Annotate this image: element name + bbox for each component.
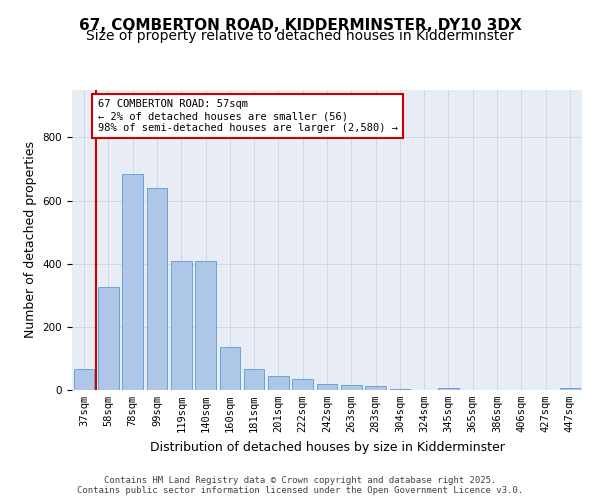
Text: Contains HM Land Registry data © Crown copyright and database right 2025.
Contai: Contains HM Land Registry data © Crown c… [77, 476, 523, 495]
Bar [268, 376, 289, 390]
Bar [317, 384, 337, 390]
Bar [365, 386, 386, 390]
Bar [341, 386, 362, 390]
Bar [171, 260, 191, 390]
Bar [220, 348, 240, 390]
Bar [438, 388, 459, 390]
Bar [195, 260, 216, 390]
Bar [389, 389, 410, 390]
Y-axis label: Number of detached properties: Number of detached properties [24, 142, 37, 338]
Bar [74, 370, 94, 390]
Bar [292, 379, 313, 390]
Bar [560, 388, 580, 390]
Text: 67 COMBERTON ROAD: 57sqm
← 2% of detached houses are smaller (56)
98% of semi-de: 67 COMBERTON ROAD: 57sqm ← 2% of detache… [97, 100, 398, 132]
Bar [122, 174, 143, 390]
Bar [244, 370, 265, 390]
Bar [98, 288, 119, 390]
X-axis label: Distribution of detached houses by size in Kidderminster: Distribution of detached houses by size … [149, 440, 505, 454]
Bar [146, 188, 167, 390]
Text: 67, COMBERTON ROAD, KIDDERMINSTER, DY10 3DX: 67, COMBERTON ROAD, KIDDERMINSTER, DY10 … [79, 18, 521, 32]
Text: Size of property relative to detached houses in Kidderminster: Size of property relative to detached ho… [86, 29, 514, 43]
